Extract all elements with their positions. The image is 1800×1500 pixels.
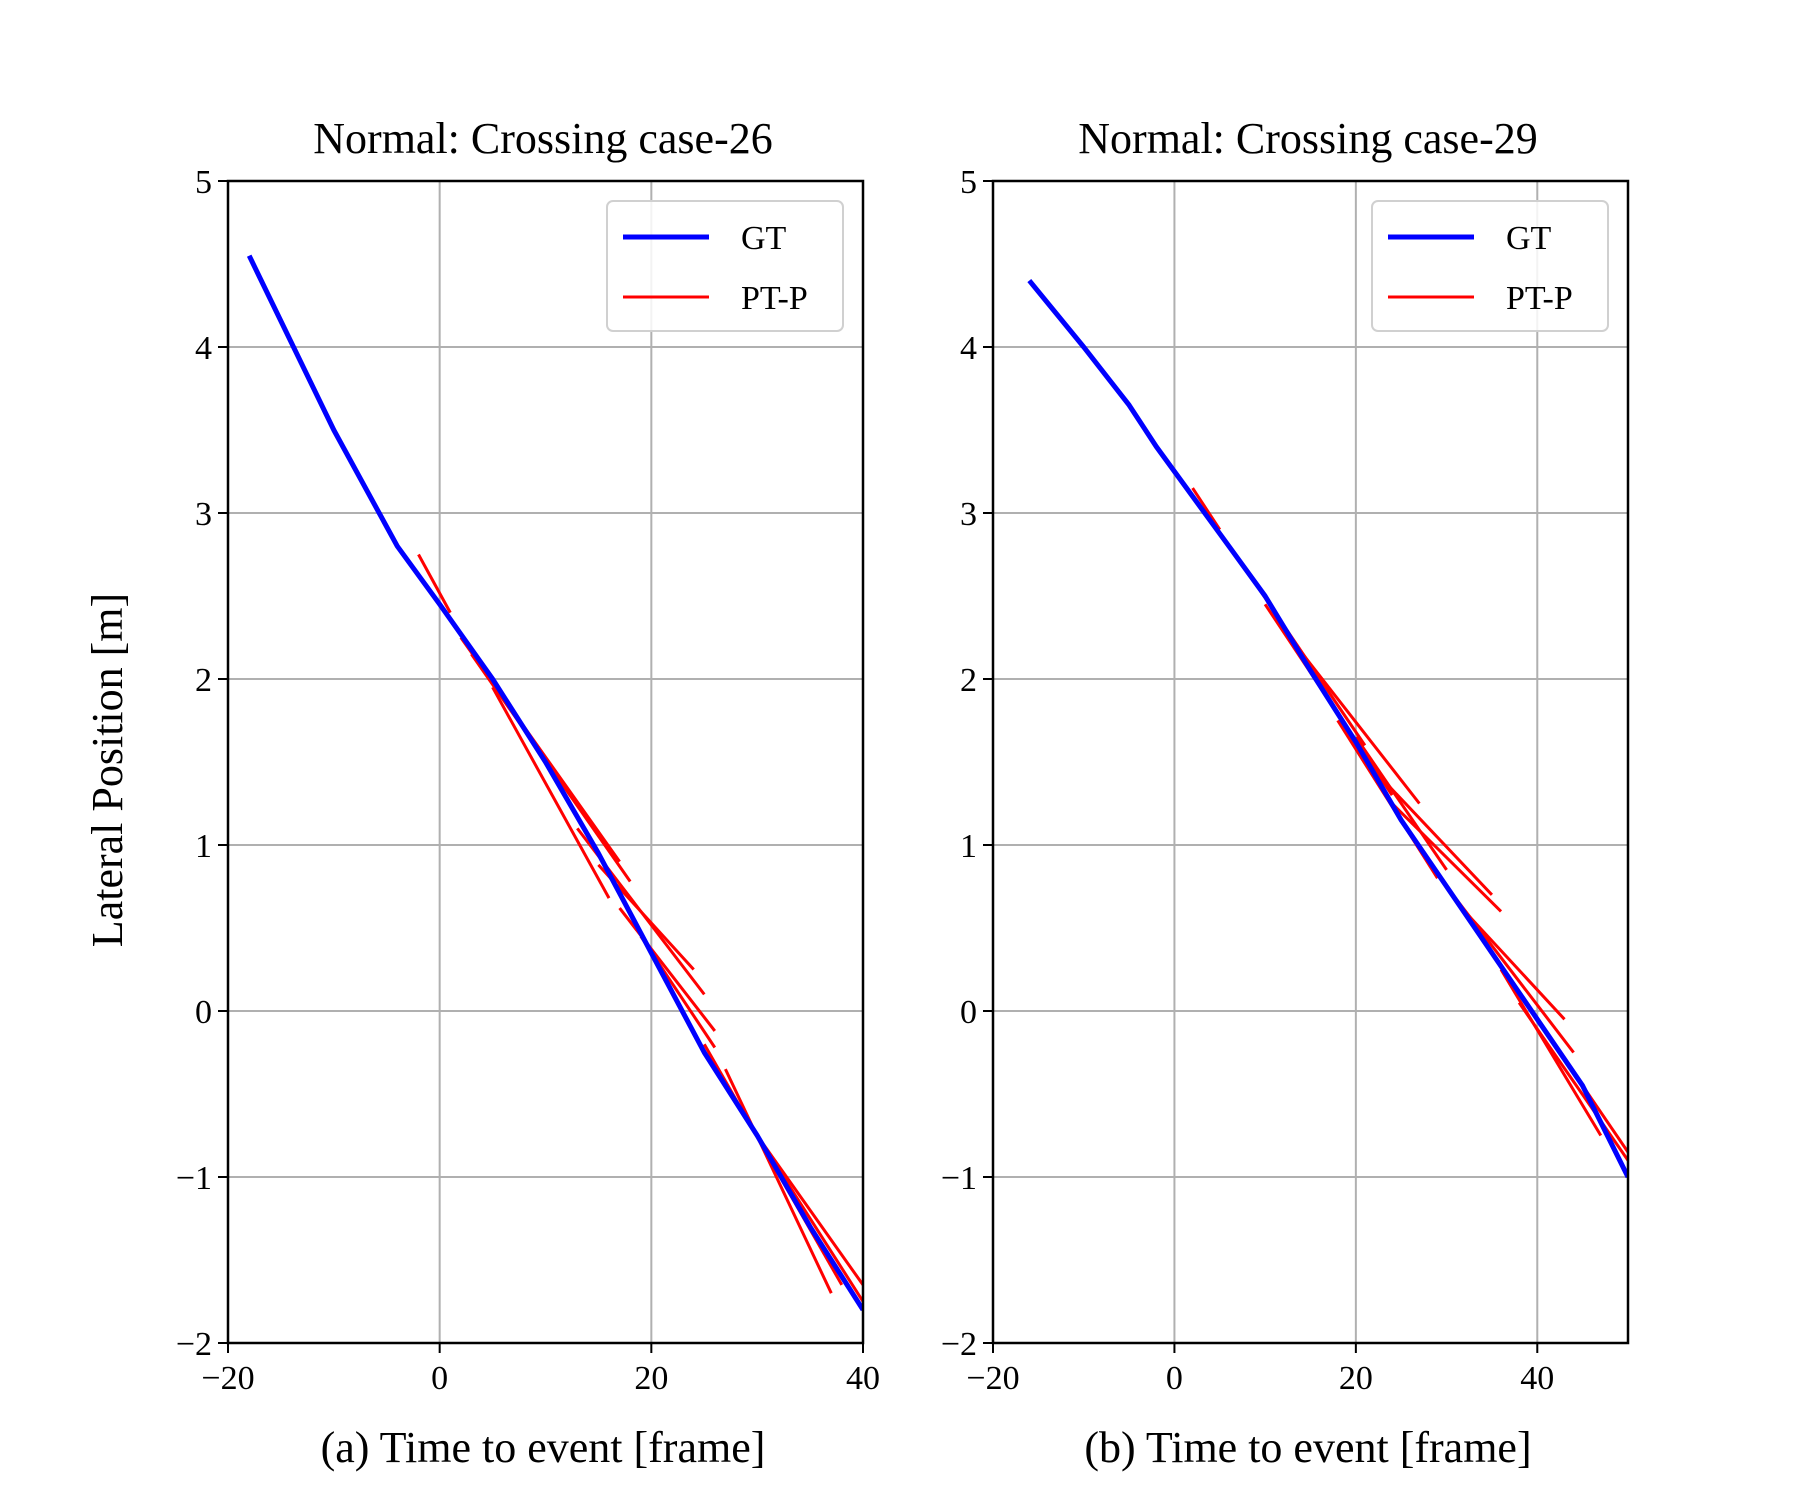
chart-right-title: Normal: Crossing case-29 <box>1078 114 1537 163</box>
legend-label: GT <box>741 220 787 257</box>
chart-left-title: Normal: Crossing case-26 <box>313 114 772 163</box>
y-tick-label: −2 <box>176 1326 212 1363</box>
y-tick-label: −2 <box>941 1326 977 1363</box>
y-tick-label: −1 <box>176 1160 212 1197</box>
chart-left-plot: −20 0 20 40 −2 −1 0 1 2 3 4 5 GT PT-P <box>176 164 880 1397</box>
chart-right: Normal: Crossing case-29 (b) Time to eve… <box>941 114 1630 1472</box>
y-tick-label: 1 <box>960 828 977 865</box>
series-ptp-line <box>1282 628 1421 805</box>
legend-label: PT-P <box>741 280 808 317</box>
legend: GT PT-P <box>606 200 844 332</box>
legend-label: PT-P <box>1506 280 1573 317</box>
series-ptp-line <box>1372 769 1493 896</box>
axes-frame <box>226 179 865 1345</box>
y-tick-label: 2 <box>960 662 977 699</box>
series-ptp-line <box>724 1068 833 1294</box>
chart-right-plot: −20 0 20 40 −2 −1 0 1 2 3 4 5 GT PT-P <box>941 164 1630 1397</box>
y-tick-label: 4 <box>960 330 977 367</box>
y-tick-label: −1 <box>941 1160 977 1197</box>
legend-label: GT <box>1506 220 1552 257</box>
y-tick-label: 0 <box>960 994 977 1031</box>
y-tick-label: 2 <box>195 662 212 699</box>
y-tick-label: 3 <box>960 496 977 533</box>
series-ptp-line <box>1354 736 1448 871</box>
chart-right-xlabel: (b) Time to event [frame] <box>1084 1423 1531 1472</box>
x-tick-label: −20 <box>201 1360 254 1397</box>
x-tick-label: 40 <box>846 1360 880 1397</box>
axes-frame <box>991 179 1630 1345</box>
series-ptp-line <box>1499 968 1603 1137</box>
series-ptp-line <box>417 553 452 614</box>
series-ptp-line <box>1463 910 1566 1021</box>
plot-area <box>1027 279 1628 1179</box>
y-axis-label: Lateral Position [m] <box>83 593 132 947</box>
legend: GT PT-P <box>1371 200 1609 332</box>
y-tick-label: 5 <box>195 164 212 201</box>
series-ptp-line <box>1517 1001 1628 1162</box>
x-tick-label: 20 <box>634 1360 668 1397</box>
series-ptp-line <box>491 686 611 899</box>
y-tick-label: 1 <box>195 828 212 865</box>
x-tick-label: −20 <box>966 1360 1019 1397</box>
y-tick-label: 0 <box>195 994 212 1031</box>
chart-left: Normal: Crossing case-26 (a) Time to eve… <box>176 114 880 1472</box>
series-ptp-line <box>1391 802 1503 913</box>
y-tick-label: 4 <box>195 330 212 367</box>
series-ptp-line <box>618 907 716 1032</box>
y-tick-label: 5 <box>960 164 977 201</box>
x-tick-label: 0 <box>1166 1360 1183 1397</box>
series-gt-line <box>1027 279 1628 1179</box>
series-ptp-line <box>1191 487 1222 531</box>
x-tick-label: 20 <box>1339 1360 1373 1397</box>
x-tick-label: 0 <box>431 1360 448 1397</box>
y-tick-label: 3 <box>195 496 212 533</box>
chart-left-xlabel: (a) Time to event [frame] <box>321 1423 766 1472</box>
series-ptp-line <box>755 1134 863 1286</box>
series-gt-line <box>246 254 863 1312</box>
x-tick-label: 40 <box>1520 1360 1554 1397</box>
plot-area <box>246 254 863 1312</box>
